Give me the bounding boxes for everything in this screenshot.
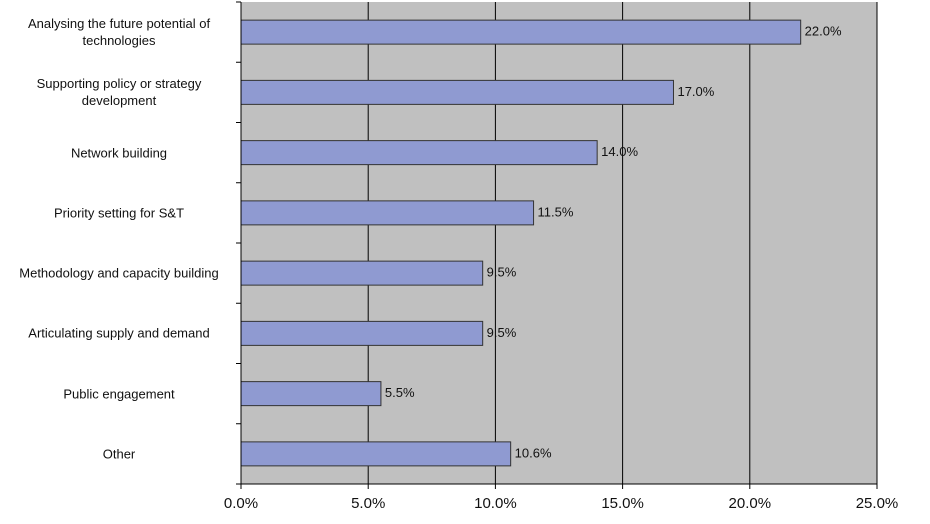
y-tick-label: Articulating supply and demand	[28, 325, 210, 341]
x-tick-label: 20.0%	[729, 495, 772, 512]
bar	[240, 260, 484, 286]
value-label: 22.0%	[805, 24, 842, 39]
y-tick-label: Methodology and capacity building	[19, 265, 219, 281]
x-tick-label: 5.0%	[351, 495, 385, 512]
value-label: 5.5%	[385, 385, 415, 400]
value-label: 11.5%	[538, 204, 574, 219]
bar	[240, 320, 484, 346]
y-tick-label: Supporting policy or strategy developmen…	[36, 76, 202, 109]
x-tick-label: 0.0%	[224, 495, 258, 512]
x-tick-label: 15.0%	[601, 495, 644, 512]
bar	[240, 140, 598, 166]
y-tick-label: Other	[102, 446, 136, 462]
y-tick-label: Analysing the future potential of techno…	[27, 16, 211, 49]
bar	[240, 200, 535, 226]
x-tick-label: 10.0%	[474, 495, 517, 512]
y-tick-label: Network building	[70, 145, 168, 161]
value-label: 17.0%	[677, 84, 714, 99]
value-label: 14.0%	[601, 144, 638, 159]
y-tick-label: Public engagement	[63, 386, 175, 402]
bar	[240, 79, 674, 105]
plot-area	[241, 2, 877, 484]
y-tick-label: Priority setting for S&T	[53, 205, 185, 221]
value-label: 9.5%	[487, 325, 517, 340]
value-label: 10.6%	[515, 445, 552, 460]
bar	[240, 381, 382, 407]
value-label: 9.5%	[487, 265, 517, 280]
x-tick-label: 25.0%	[856, 495, 899, 512]
bar	[240, 19, 802, 45]
bar	[240, 441, 512, 467]
